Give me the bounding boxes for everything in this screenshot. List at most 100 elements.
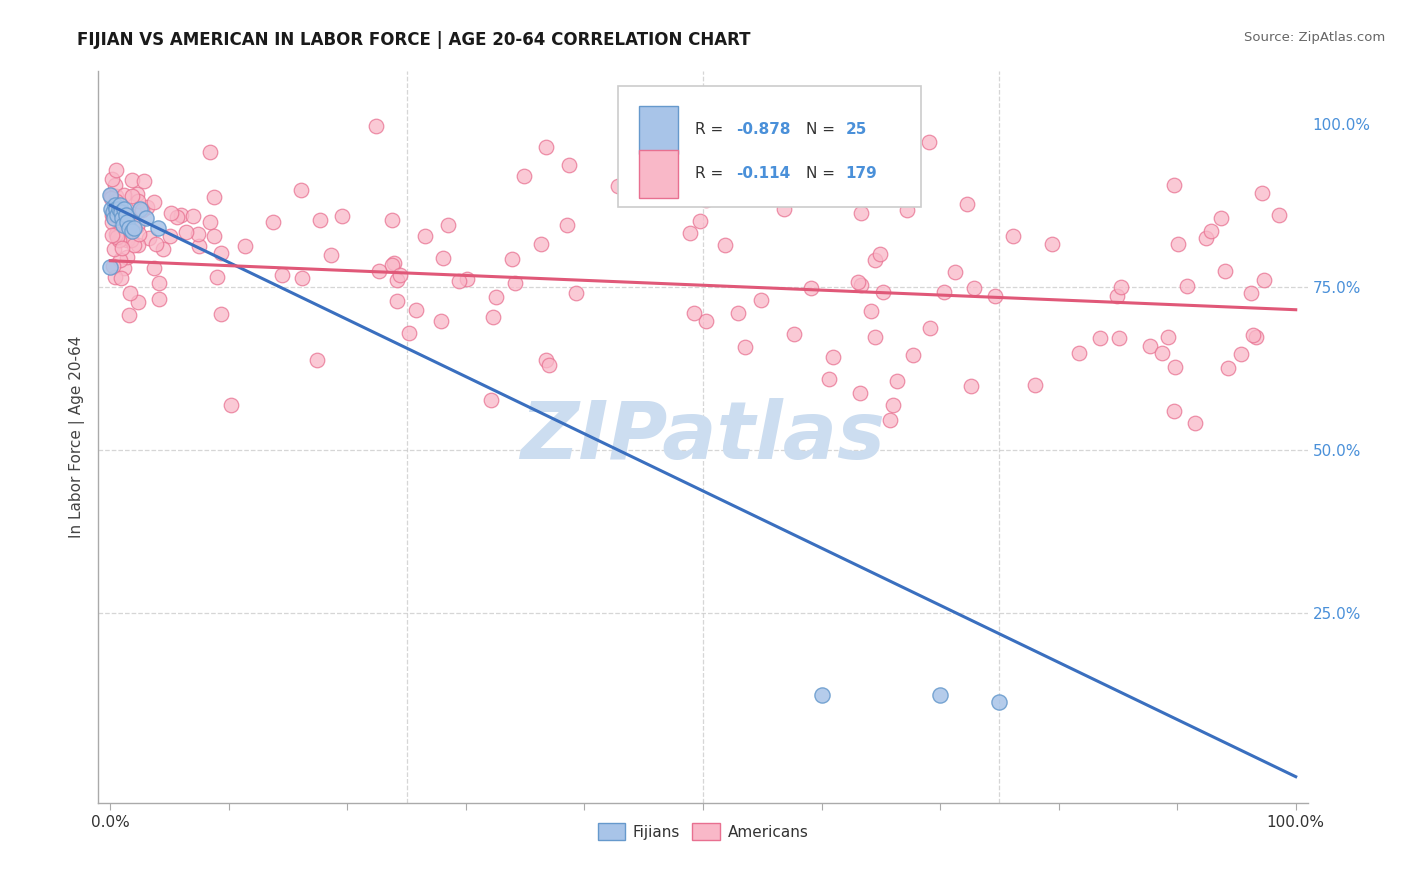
Point <box>146 221 169 235</box>
Point <box>105 208 128 222</box>
Point <box>100 191 122 205</box>
Point <box>118 286 141 301</box>
Point <box>121 172 143 186</box>
Point <box>929 688 952 702</box>
Point <box>104 269 127 284</box>
Point <box>555 218 578 232</box>
Point <box>127 294 149 309</box>
Point <box>145 236 167 251</box>
Point <box>387 272 409 286</box>
Point <box>209 246 232 260</box>
Text: -0.878: -0.878 <box>735 122 790 137</box>
Point <box>932 285 955 299</box>
Point <box>405 302 427 317</box>
Point <box>1090 331 1112 345</box>
Point <box>100 202 122 216</box>
Point <box>920 321 942 335</box>
Point <box>112 188 135 202</box>
Point <box>727 306 749 320</box>
Point <box>115 214 138 228</box>
Point <box>143 260 166 275</box>
Point <box>101 215 124 229</box>
Point <box>110 270 132 285</box>
Point <box>1002 228 1025 243</box>
Point <box>129 202 152 216</box>
Point <box>110 232 132 246</box>
Point <box>110 219 132 234</box>
Point <box>695 193 717 207</box>
Point <box>103 207 125 221</box>
Point <box>1164 359 1187 374</box>
Point <box>131 202 153 217</box>
Point <box>530 236 553 251</box>
Point <box>749 293 772 308</box>
Point <box>538 358 561 372</box>
Point <box>111 241 134 255</box>
Point <box>882 399 904 413</box>
Point <box>104 178 127 192</box>
Text: -0.114: -0.114 <box>735 166 790 181</box>
Point <box>127 218 149 232</box>
Point <box>105 202 128 216</box>
Point <box>107 202 129 216</box>
Point <box>219 398 242 412</box>
Point <box>101 260 124 274</box>
Text: R =: R = <box>695 122 728 137</box>
Point <box>128 227 150 241</box>
Point <box>1150 346 1173 360</box>
Point <box>388 268 411 283</box>
Point <box>1108 331 1130 345</box>
Point <box>290 183 312 197</box>
Point <box>1230 347 1253 361</box>
Point <box>100 187 122 202</box>
Point <box>1209 211 1232 226</box>
Point <box>1253 273 1275 287</box>
Point <box>380 213 402 227</box>
Point <box>114 208 136 222</box>
Point <box>1267 208 1289 222</box>
Point <box>170 208 193 222</box>
Point <box>143 195 166 210</box>
Point <box>187 227 209 241</box>
Point <box>413 229 436 244</box>
Point <box>202 229 225 244</box>
Point <box>783 326 806 341</box>
Point <box>98 260 121 275</box>
Point <box>714 237 737 252</box>
Point <box>159 229 181 244</box>
Point <box>558 158 581 172</box>
Text: 179: 179 <box>845 166 877 181</box>
Point <box>138 231 160 245</box>
Point <box>110 252 132 267</box>
Point <box>869 246 891 260</box>
Point <box>863 252 886 267</box>
Point <box>513 169 536 184</box>
Point <box>121 224 143 238</box>
Point <box>449 274 471 288</box>
Point <box>984 289 1007 303</box>
Point <box>437 218 460 232</box>
Text: N =: N = <box>806 122 839 137</box>
Point <box>903 348 925 362</box>
Point <box>1241 327 1264 342</box>
Point <box>104 194 127 208</box>
Point <box>849 205 872 219</box>
Point <box>773 202 796 217</box>
Point <box>536 353 558 368</box>
Point <box>105 227 128 241</box>
Point <box>105 230 128 244</box>
Point <box>1042 236 1064 251</box>
Point <box>198 215 221 229</box>
Point <box>960 378 983 392</box>
Point <box>101 208 124 222</box>
Bar <box>638 106 678 153</box>
Point <box>209 307 232 321</box>
Point <box>112 261 135 276</box>
Point <box>485 289 508 303</box>
Point <box>482 310 505 324</box>
Point <box>821 350 844 364</box>
Point <box>135 200 157 214</box>
Point <box>695 313 717 327</box>
Point <box>1244 330 1267 344</box>
Text: R =: R = <box>695 166 728 181</box>
